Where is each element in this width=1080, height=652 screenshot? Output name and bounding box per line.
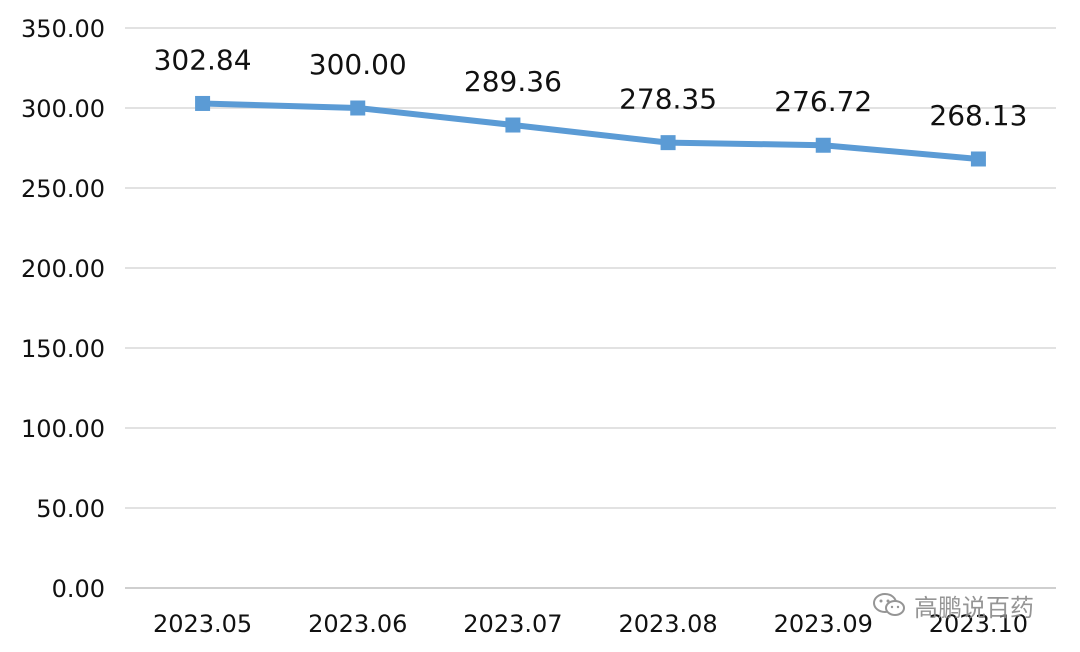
data-label: 278.35 — [619, 83, 717, 116]
data-point-marker — [195, 95, 211, 111]
series-markers — [195, 95, 986, 167]
y-tick-label: 150.00 — [21, 335, 105, 363]
data-point-marker — [350, 100, 366, 116]
series-path — [199, 100, 982, 162]
data-point-marker — [505, 117, 521, 133]
x-tick-label: 2023.09 — [774, 610, 873, 638]
data-point-marker — [660, 135, 676, 151]
data-point-marker — [970, 151, 986, 167]
y-tick-label: 50.00 — [36, 495, 105, 523]
data-label: 276.72 — [774, 85, 872, 118]
x-tick-label: 2023.06 — [308, 610, 407, 638]
x-axis-tick-labels: 2023.05 2023.06 2023.07 2023.08 2023.09 2023.… — [153, 610, 1028, 638]
x-tick-label: 2023.10 — [929, 610, 1028, 638]
x-tick-label: 2023.07 — [463, 610, 562, 638]
y-tick-label: 300.00 — [21, 95, 105, 123]
gridlines — [125, 27, 1056, 509]
data-label: 268.13 — [929, 99, 1027, 132]
x-tick-label: 2023.05 — [153, 610, 252, 638]
y-tick-label: 200.00 — [21, 255, 105, 283]
y-tick-label: 350.00 — [21, 15, 105, 43]
data-point-marker — [815, 137, 831, 153]
y-tick-label: 100.00 — [21, 415, 105, 443]
x-tick-label: 2023.08 — [618, 610, 717, 638]
y-tick-label: 0.00 — [52, 575, 105, 603]
y-axis-tick-labels: 0.00 50.00 100.00 150.00 200.00 250.00 300.00 3… — [21, 15, 105, 603]
series-line — [199, 100, 982, 162]
data-labels: 302.84 300.00 289.36 278.35 276.72 268.13 — [154, 43, 1028, 132]
y-tick-label: 250.00 — [21, 175, 105, 203]
data-label: 302.84 — [154, 43, 252, 76]
data-label: 300.00 — [309, 48, 407, 81]
data-label: 289.36 — [464, 65, 562, 98]
